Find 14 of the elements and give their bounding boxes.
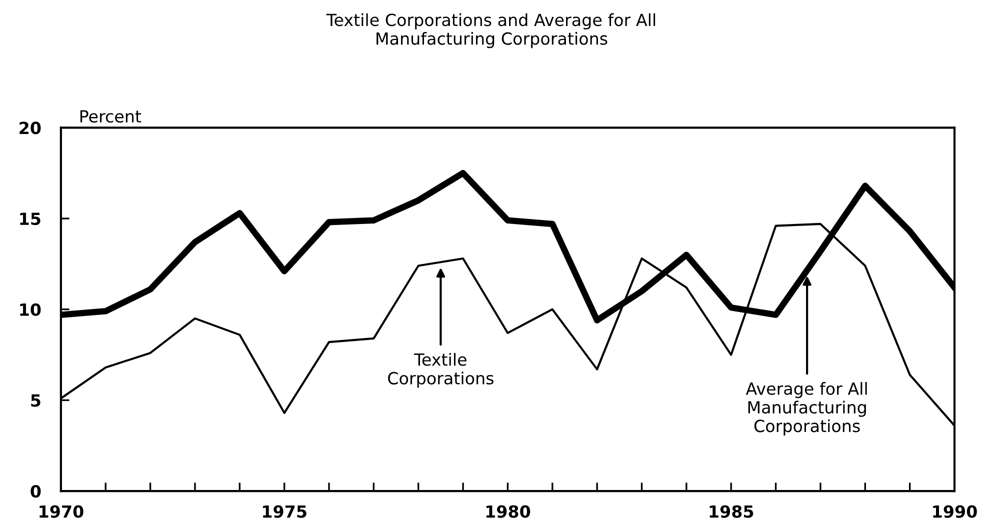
y-tick-label: 15 bbox=[20, 212, 40, 226]
x-tick-label: 1975 bbox=[263, 505, 306, 518]
x-tick-label: 1970 bbox=[40, 505, 84, 518]
y-tick-label: 10 bbox=[20, 303, 41, 316]
y-axis-title: Percent bbox=[80, 110, 142, 123]
x-tick-label: 1990 bbox=[933, 505, 977, 518]
text: Average for All Manufacturing Corporations bbox=[746, 382, 867, 436]
y-tick-label: 5 bbox=[31, 394, 40, 407]
y-tick-label: 0 bbox=[30, 485, 41, 498]
x-tick-label: 1980 bbox=[486, 505, 530, 518]
series-label: Textile Corporations bbox=[388, 352, 494, 388]
chart-title: Textile Corporations and Average for All Manufacturing Corporations bbox=[326, 13, 656, 48]
y-tick-label: 20 bbox=[20, 122, 41, 134]
x-tick-label: 1985 bbox=[710, 505, 754, 518]
